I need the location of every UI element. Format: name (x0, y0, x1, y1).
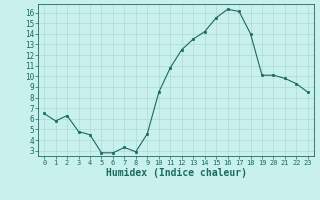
X-axis label: Humidex (Indice chaleur): Humidex (Indice chaleur) (106, 168, 246, 178)
